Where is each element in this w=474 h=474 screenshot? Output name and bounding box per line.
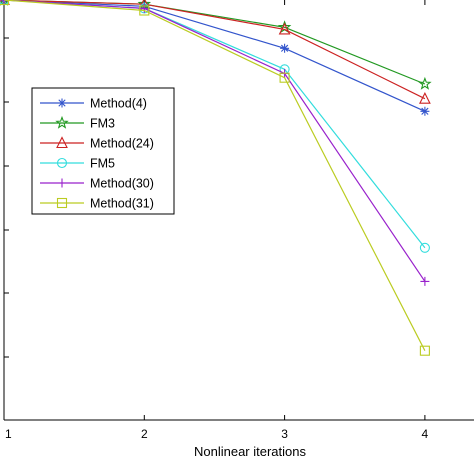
data-point xyxy=(0,0,10,6)
x-tick-label: 1 xyxy=(5,427,12,441)
legend-label: FM3 xyxy=(90,117,115,131)
data-point xyxy=(56,157,68,169)
data-point xyxy=(420,276,430,286)
data-point xyxy=(139,5,150,16)
series-line xyxy=(3,0,426,282)
data-point xyxy=(419,91,431,104)
x-tick-label: 4 xyxy=(422,427,429,441)
data-point xyxy=(419,345,430,356)
data-point xyxy=(57,178,67,188)
legend-label: Method(24) xyxy=(90,137,154,151)
legend-item: FM3 xyxy=(40,115,115,131)
data-point xyxy=(279,72,290,83)
data-point xyxy=(278,22,291,35)
series-method-31 xyxy=(0,0,430,356)
data-point xyxy=(55,115,69,129)
data-point xyxy=(420,106,430,116)
series-line xyxy=(3,0,426,351)
legend-label: Method(31) xyxy=(90,197,154,211)
legend: Method(4) FM3 Method(24) FM5 Method(30) Metho… xyxy=(31,87,175,215)
data-point xyxy=(56,197,68,209)
series-line xyxy=(3,0,426,112)
data-point xyxy=(56,136,68,149)
data-point xyxy=(0,0,9,5)
y-ticks xyxy=(4,37,9,358)
legend-item: Method(4) xyxy=(40,97,147,111)
series-layer xyxy=(0,0,432,356)
data-point xyxy=(57,98,67,108)
legend-box xyxy=(31,87,175,215)
data-point xyxy=(418,76,432,90)
legend-item: Method(31) xyxy=(40,197,154,211)
data-point xyxy=(139,3,149,13)
legend-item: Method(30) xyxy=(40,177,154,191)
legend-label: Method(4) xyxy=(90,97,147,111)
x-axis-label: Nonlinear iterations xyxy=(194,444,307,459)
legend-item: Method(24) xyxy=(40,136,154,151)
series-method-30 xyxy=(0,0,430,286)
legend-item: FM5 xyxy=(40,157,115,171)
x-tick-label: 2 xyxy=(141,427,148,441)
data-point xyxy=(280,43,290,53)
series-line xyxy=(3,0,426,100)
data-point xyxy=(419,242,430,253)
x-tick-label: 3 xyxy=(281,427,288,441)
legend-label: Method(30) xyxy=(90,177,154,191)
legend-label: FM5 xyxy=(90,157,115,171)
